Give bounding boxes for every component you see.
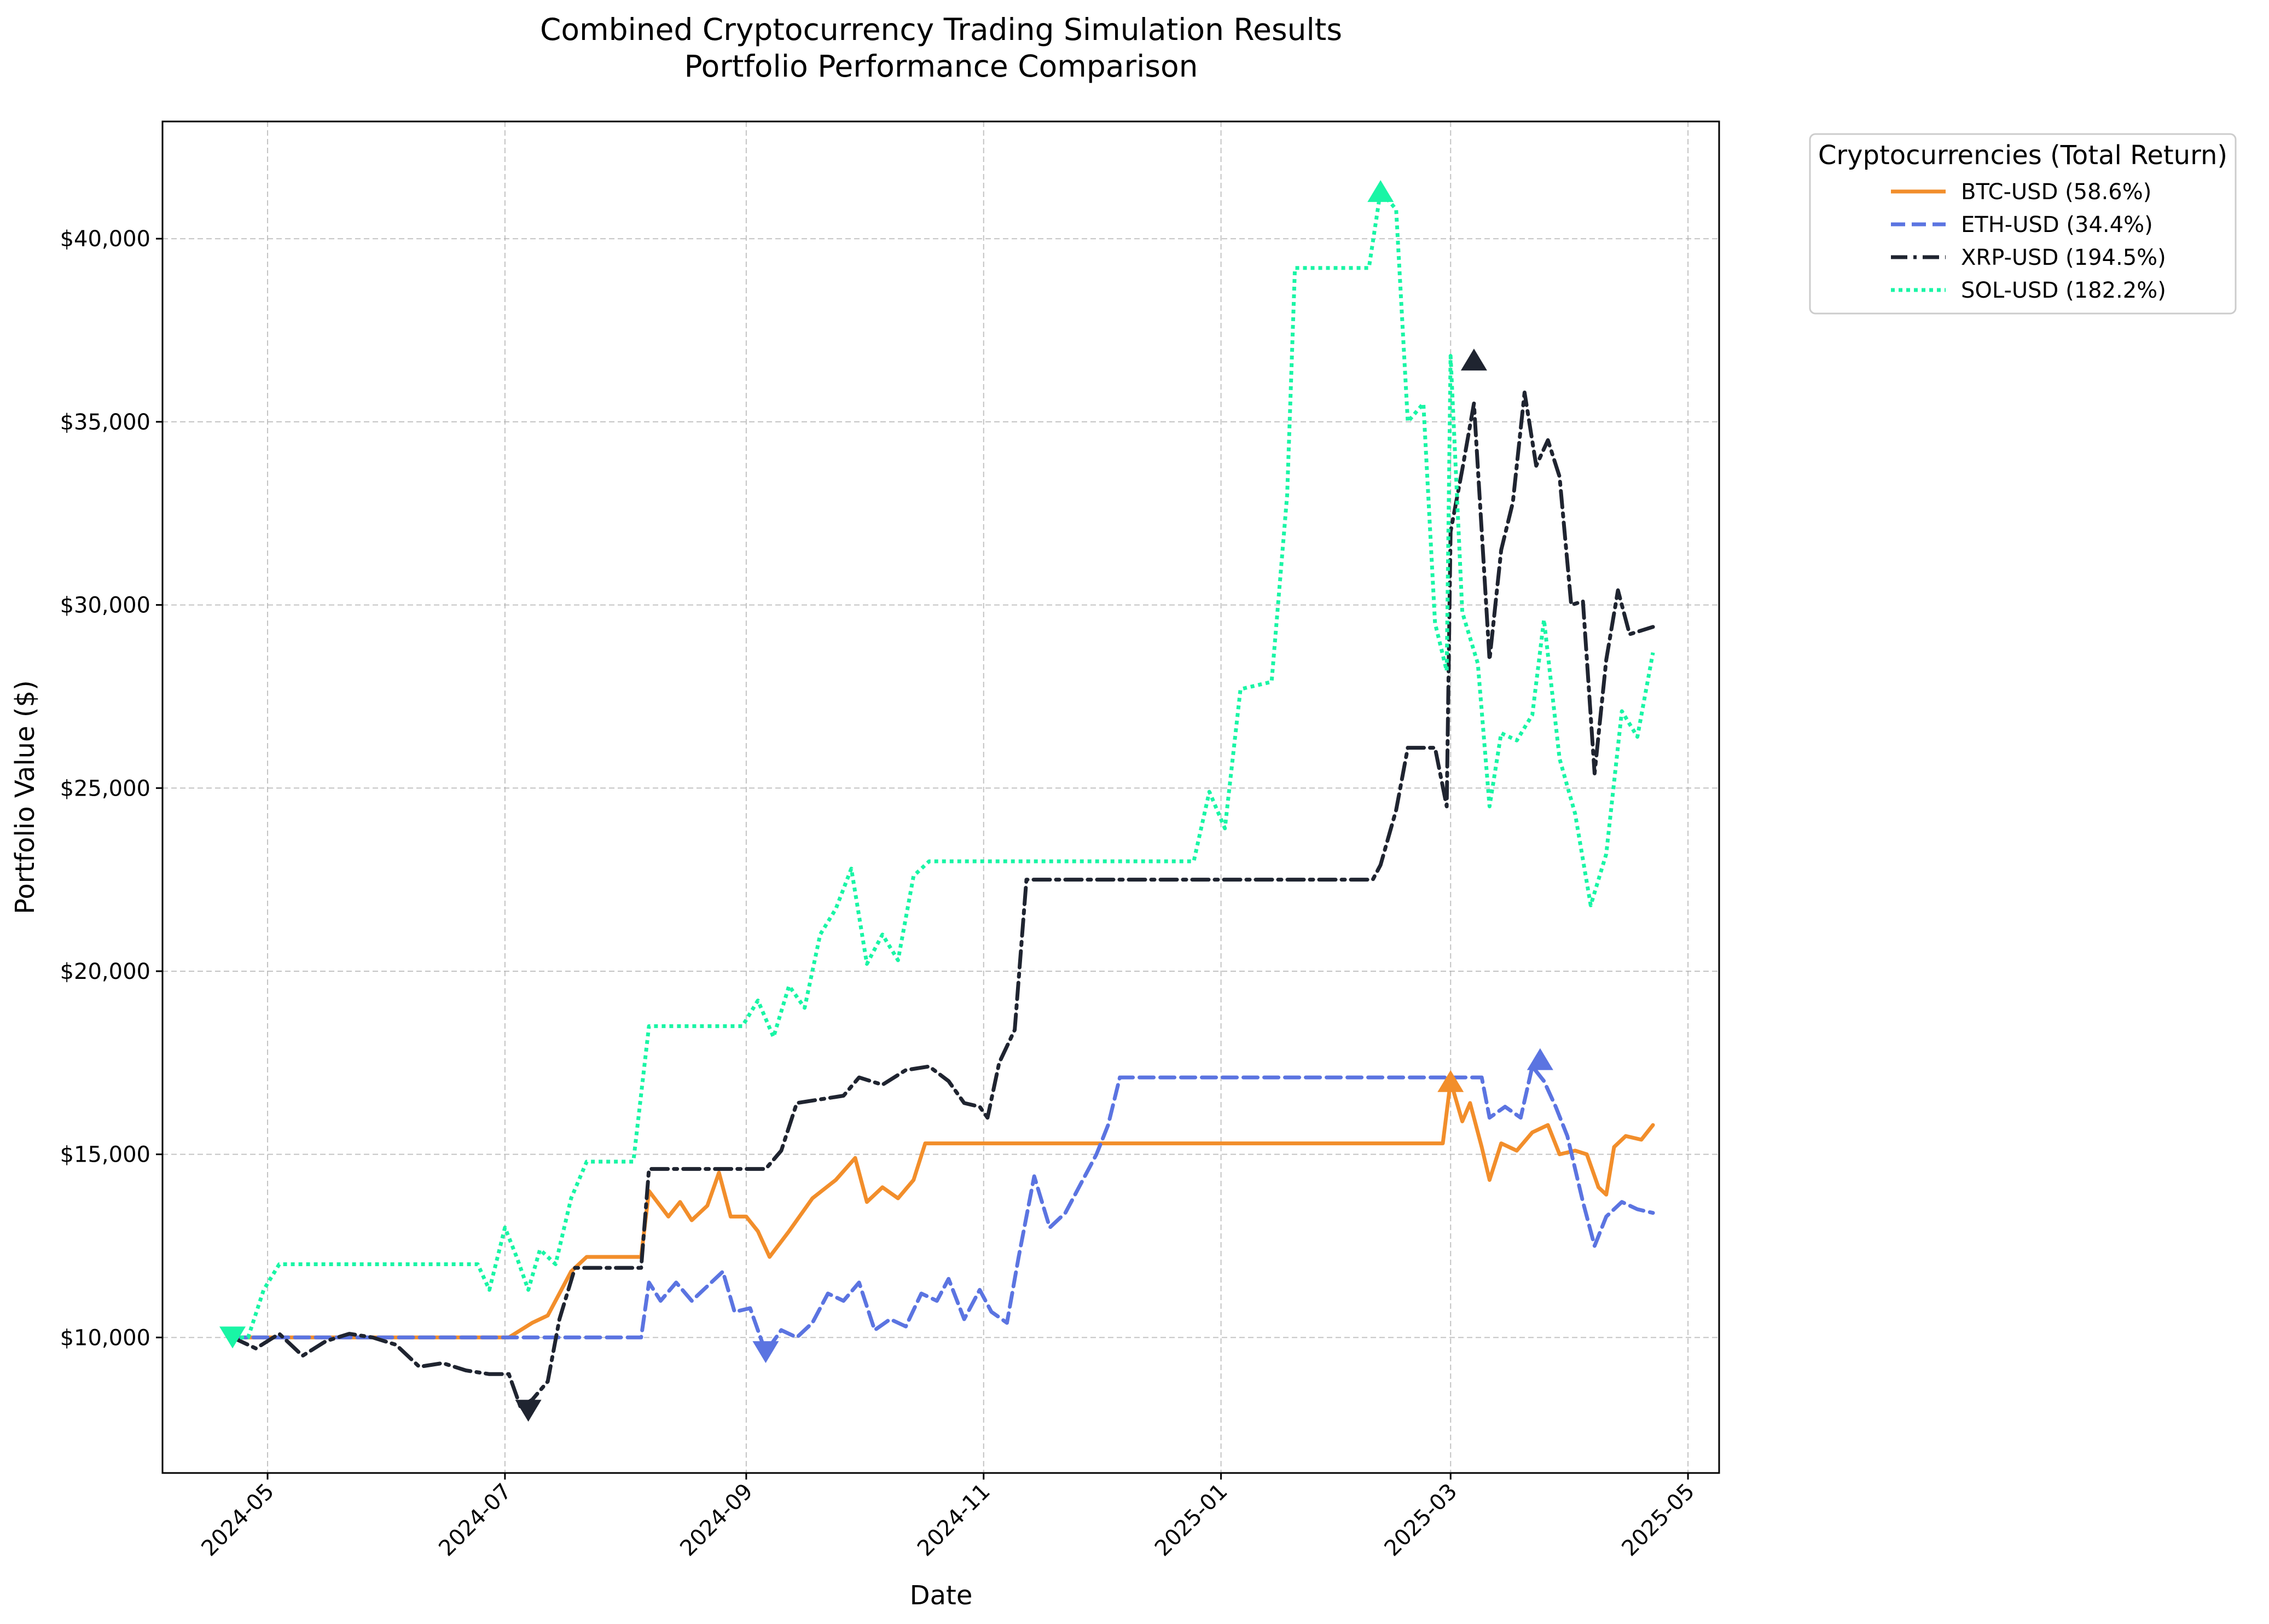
grid-lines [163,121,1719,1473]
legend-label: BTC-USD (58.6%) [1961,179,2151,205]
plot-area-frame [161,120,1720,1474]
series-line-3 [233,189,1655,1339]
y-tick-label: $30,000 [60,593,150,618]
sell-marker [1527,1048,1553,1070]
y-tick-label: $20,000 [60,959,150,984]
y-tick-label: $10,000 [60,1325,150,1350]
legend-frame [1809,133,2237,315]
legend-label: SOL-USD (182.2%) [1961,278,2166,303]
series-lines [230,189,1655,1409]
buy-marker [515,1400,542,1422]
legend: Cryptocurrencies (Total Return) BTC-USD … [1809,133,2237,315]
y-tick-label: $35,000 [60,410,150,435]
buy-marker [219,1326,246,1349]
legend-label: XRP-USD (194.5%) [1961,245,2166,270]
series-line-2 [230,390,1655,1409]
y-tick-label: $40,000 [60,227,150,252]
y-tick-label: $25,000 [60,776,150,801]
legend-entries: BTC-USD (58.6%) ETH-USD (34.4%) XRP-USD (1… [1891,179,2166,303]
buy-marker [752,1341,779,1364]
x-axis-label: Date [910,1580,973,1611]
legend-label: ETH-USD (34.4%) [1961,212,2153,237]
y-axis-ticks: $10,000 $15,000 $20,000 $25,000 $30,000 $35,0… [60,227,163,1350]
legend-title: Cryptocurrencies (Total Return) [1818,140,2227,171]
sell-marker [1460,349,1487,371]
trade-markers [219,180,1553,1422]
series-line-1 [230,1064,1655,1354]
y-axis-label: Portfolio Value ($) [10,680,40,914]
y-tick-label: $15,000 [60,1142,150,1168]
chart-subtitle: Portfolio Performance Comparison [684,49,1198,84]
sell-marker [1367,180,1394,202]
sell-marker [1437,1070,1464,1092]
chart-title: Combined Cryptocurrency Trading Simulati… [540,12,1342,47]
